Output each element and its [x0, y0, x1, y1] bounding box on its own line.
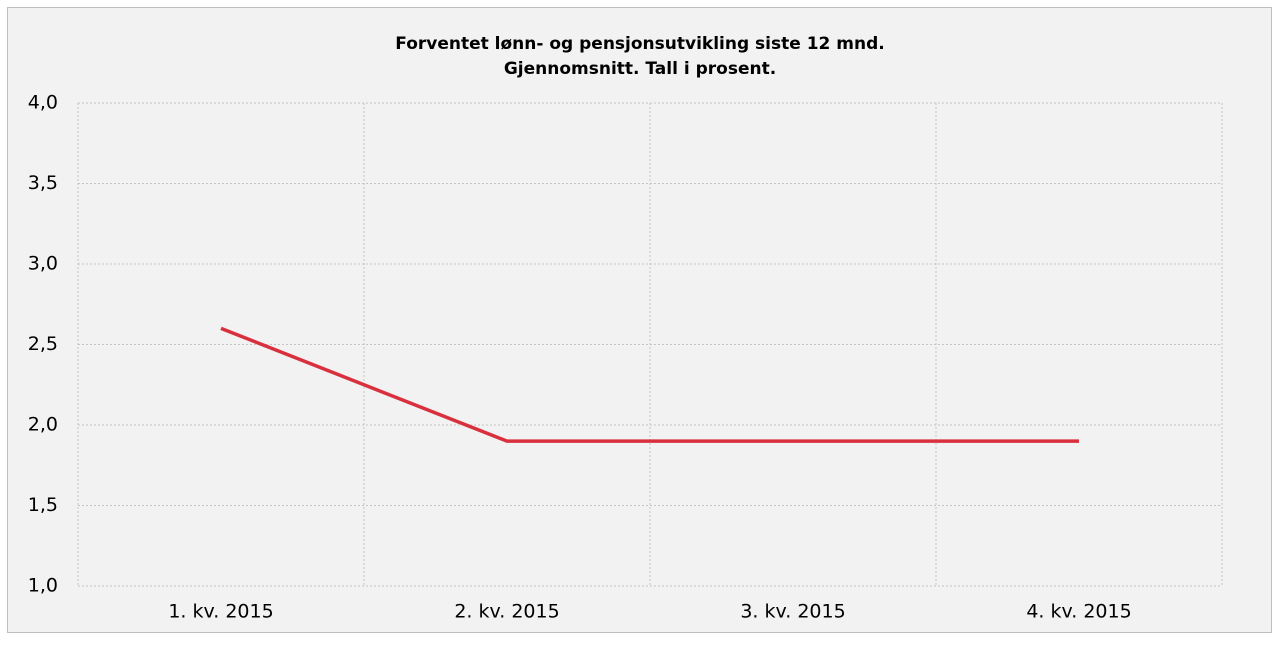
- y-tick-label: 4,0: [28, 92, 58, 114]
- y-tick-label: 3,5: [28, 172, 58, 194]
- x-tick-label: 2. kv. 2015: [454, 601, 559, 623]
- chart-title: Forventet lønn- og pensjonsutvikling sis…: [395, 34, 884, 54]
- chart-subtitle: Gjennomsnitt. Tall i prosent.: [504, 59, 776, 79]
- data-line: [220, 326, 1079, 443]
- x-tick-label: 1. kv. 2015: [168, 601, 273, 623]
- y-tick-label: 1,0: [28, 575, 58, 597]
- y-tick-label: 2,0: [28, 414, 58, 436]
- chart-background: [7, 7, 1272, 633]
- y-tick-label: 2,5: [28, 333, 58, 355]
- y-tick-label: 3,0: [28, 253, 58, 275]
- x-tick-label: 4. kv. 2015: [1026, 601, 1131, 623]
- x-tick-label: 3. kv. 2015: [740, 601, 845, 623]
- y-tick-label: 1,5: [28, 494, 58, 516]
